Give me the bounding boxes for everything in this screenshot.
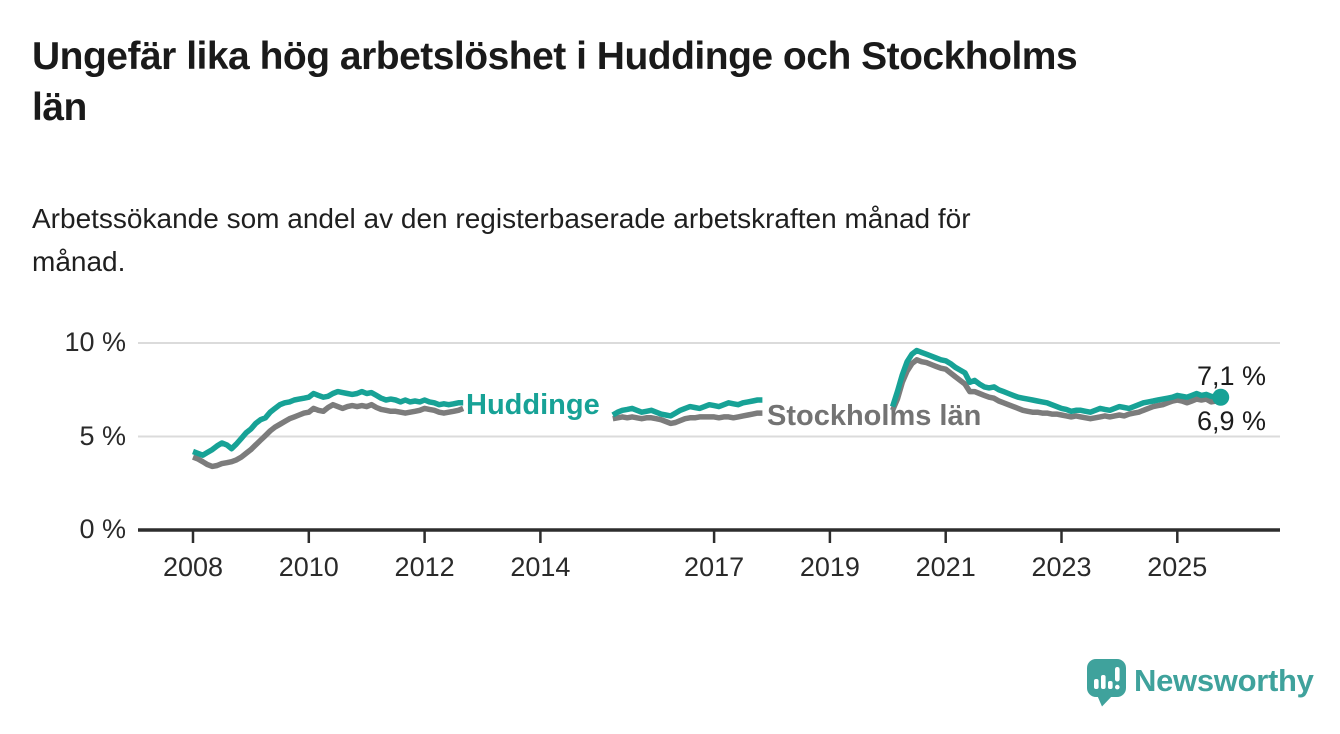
x-axis [138, 528, 1280, 543]
y-axis-label: 5 % [79, 420, 126, 451]
series-label-huddinge: Huddinge [466, 389, 600, 421]
data-series [192, 347, 1230, 470]
page-title-line-1: Ungefär lika hög arbetslöshet i Huddinge… [32, 35, 1078, 78]
line-stockholms-l-n [192, 357, 1221, 470]
line-huddinge [192, 347, 1221, 458]
end-value-stockholms-lan: 6,9 % [1197, 406, 1267, 436]
x-axis-label: 2019 [799, 552, 860, 582]
newsworthy-logo-text: Newsworthy [1134, 663, 1314, 698]
y-axis-label: 0 % [79, 514, 126, 544]
chart-subtitle: Arbetssökande som andel av den registerb… [32, 197, 1262, 284]
x-axis-label: 2010 [278, 552, 339, 582]
chart-subtitle-line-2: månad. [32, 246, 126, 278]
x-axis-label: 2025 [1147, 552, 1208, 582]
x-axis-label: 2008 [162, 552, 224, 582]
page-title-line-2: län [32, 85, 87, 129]
series-label-stockholms-lan: Stockholms län [767, 400, 982, 432]
chart-subtitle-line-1: Arbetssökande som andel av den registerb… [32, 203, 971, 234]
bar-chart-glyph [1094, 667, 1120, 690]
x-axis-label: 2017 [684, 552, 745, 582]
x-axis-label: 2023 [1031, 552, 1092, 582]
x-axis-label: 2014 [510, 552, 571, 582]
end-point-dot [1212, 388, 1230, 406]
newsworthy-speech-bubble-icon [1087, 659, 1126, 707]
x-axis-label: 2021 [915, 552, 976, 582]
gridlines [138, 342, 1280, 438]
y-axis-label: 10 % [64, 327, 126, 357]
x-axis-label: 2012 [394, 552, 455, 582]
end-value-huddinge: 7,1 % [1197, 361, 1267, 391]
page-title: Ungefär lika hög arbetslöshet i Huddinge… [32, 32, 1322, 133]
newsworthy-logo: Newsworthy [1085, 655, 1314, 711]
